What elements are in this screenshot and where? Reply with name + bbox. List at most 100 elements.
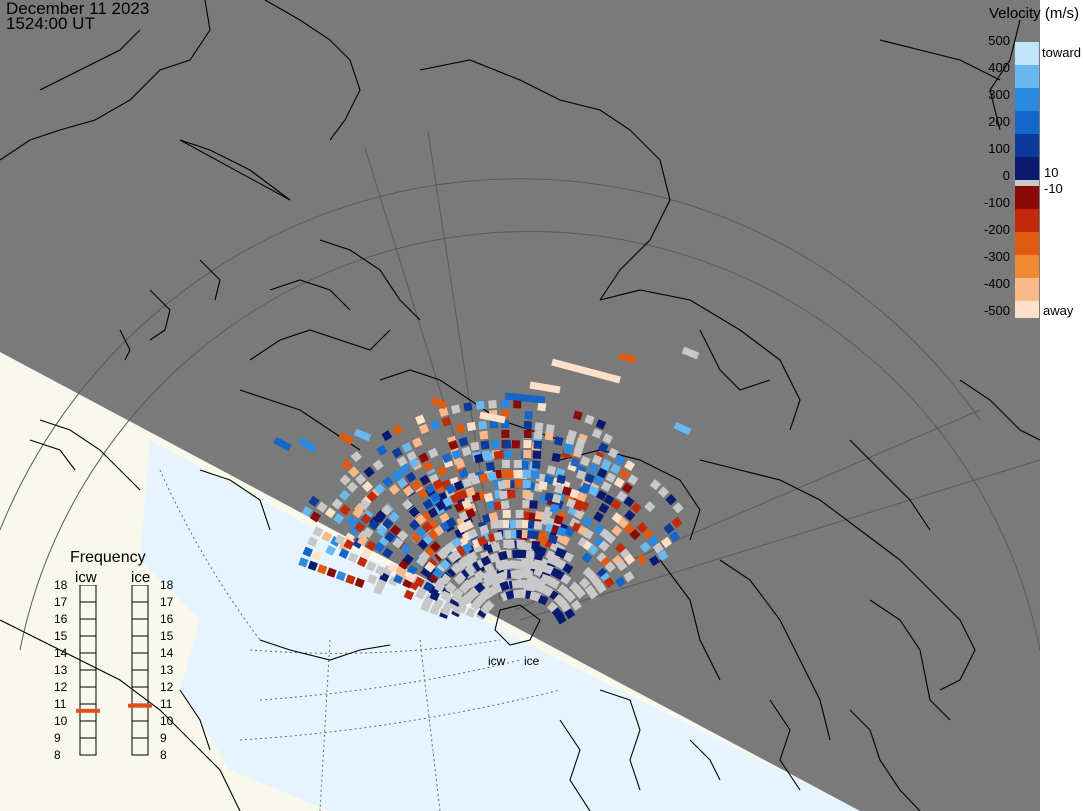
velocity-cell xyxy=(566,498,577,509)
velocity-cell xyxy=(493,450,503,460)
velocity-cell xyxy=(424,483,436,495)
velocity-cell xyxy=(498,550,508,561)
velocity-cell xyxy=(430,419,441,431)
velocity-cell xyxy=(489,419,499,429)
velocity-cell xyxy=(642,528,654,540)
velocity-cell xyxy=(522,470,531,479)
velocity-cell xyxy=(455,458,466,470)
velocity-cell xyxy=(554,484,564,494)
velocity-cell xyxy=(597,442,609,453)
velocity-cell xyxy=(474,453,484,464)
velocity-cell xyxy=(462,519,474,531)
velocity-cell xyxy=(432,567,444,579)
colorbar-tick-label: -100 xyxy=(983,195,1010,210)
velocity-cell xyxy=(449,492,461,504)
velocity-cell xyxy=(605,472,617,484)
velocity-cell xyxy=(382,547,394,559)
velocity-cell xyxy=(450,404,461,414)
velocity-cell xyxy=(575,438,586,448)
velocity-cell xyxy=(392,537,404,549)
velocity-cell xyxy=(591,454,603,466)
radar-label-icw: icw xyxy=(488,654,506,668)
colorbar-segment xyxy=(1015,278,1039,301)
velocity-cell xyxy=(564,591,576,603)
velocity-cell xyxy=(562,562,574,574)
colorbar-tick-label: 0 xyxy=(1002,168,1010,183)
frequency-gauges xyxy=(76,585,152,756)
velocity-cell xyxy=(350,450,362,463)
frequency-tick-label: 18 xyxy=(54,578,68,592)
velocity-cell xyxy=(499,490,509,500)
radar-label-ice: ice xyxy=(524,654,540,668)
velocity-cell xyxy=(531,540,541,550)
velocity-cell xyxy=(408,506,420,518)
velocity-cell xyxy=(598,540,610,552)
frequency-tick-label: 8 xyxy=(160,748,167,762)
velocity-cell xyxy=(401,442,413,453)
velocity-cell xyxy=(561,486,572,497)
velocity-cell xyxy=(453,480,465,491)
velocity-cell xyxy=(614,454,626,466)
velocity-cell xyxy=(545,423,555,434)
velocity-streak xyxy=(479,411,506,424)
velocity-cell xyxy=(465,507,476,519)
velocity-cell xyxy=(611,525,623,537)
velocity-cell xyxy=(648,555,660,567)
velocity-cell xyxy=(421,521,433,533)
velocity-cell xyxy=(368,519,380,531)
velocity-cell xyxy=(513,459,522,469)
velocity-cell xyxy=(563,551,574,563)
velocity-cell xyxy=(454,501,465,513)
velocity-cell xyxy=(576,491,588,503)
velocity-cell xyxy=(623,523,635,535)
velocity-cell xyxy=(381,430,393,442)
velocity-cell xyxy=(345,515,358,528)
velocity-cell xyxy=(523,439,532,449)
date-label: December 11 2023 xyxy=(6,0,150,18)
colorbar-tick-label: -300 xyxy=(983,249,1010,264)
velocity-cell xyxy=(441,452,453,464)
velocity-cell xyxy=(445,517,457,529)
velocity-cell xyxy=(405,471,417,483)
velocity-cell xyxy=(356,556,368,568)
velocity-cell xyxy=(602,433,613,444)
velocity-cell xyxy=(458,468,469,479)
colorbar-tick-label: 300 xyxy=(988,87,1010,102)
velocity-cell xyxy=(307,536,318,548)
velocity-cell xyxy=(570,457,581,468)
velocity-cell xyxy=(657,549,669,561)
velocity-cell xyxy=(533,520,543,530)
velocity-cell xyxy=(500,409,510,418)
colorbar-segment xyxy=(1015,111,1039,134)
frequency-icw-label: icw xyxy=(75,569,97,586)
velocity-cell xyxy=(361,480,374,493)
velocity-cell xyxy=(516,539,525,549)
colorbar-tick-label: 200 xyxy=(988,114,1010,129)
velocity-streak xyxy=(338,431,354,446)
velocity-cell xyxy=(354,473,367,485)
velocity-cell xyxy=(396,567,408,579)
velocity-cell xyxy=(534,422,544,432)
velocity-cell xyxy=(544,431,554,441)
velocity-cell xyxy=(537,531,547,541)
velocity-cell xyxy=(584,473,595,484)
frequency-tick-label: 10 xyxy=(160,714,174,728)
velocity-cell xyxy=(401,498,414,511)
velocity-cell xyxy=(523,430,532,439)
velocity-cell xyxy=(445,583,457,595)
velocity-cell xyxy=(607,447,619,459)
velocity-cell xyxy=(416,555,428,567)
velocity-streak xyxy=(551,358,621,384)
velocity-cell xyxy=(418,452,430,464)
velocity-cell xyxy=(302,546,313,558)
velocity-cell xyxy=(388,511,400,523)
velocity-cell xyxy=(408,519,421,531)
velocity-cell xyxy=(600,481,612,492)
velocity-cell xyxy=(334,534,346,546)
velocity-cell xyxy=(618,468,630,480)
velocity-cell xyxy=(523,420,533,430)
velocity-cell xyxy=(346,481,359,493)
velocity-cell xyxy=(588,485,600,497)
velocity-cell xyxy=(522,490,531,499)
frequency-tick-label: 16 xyxy=(160,612,174,626)
